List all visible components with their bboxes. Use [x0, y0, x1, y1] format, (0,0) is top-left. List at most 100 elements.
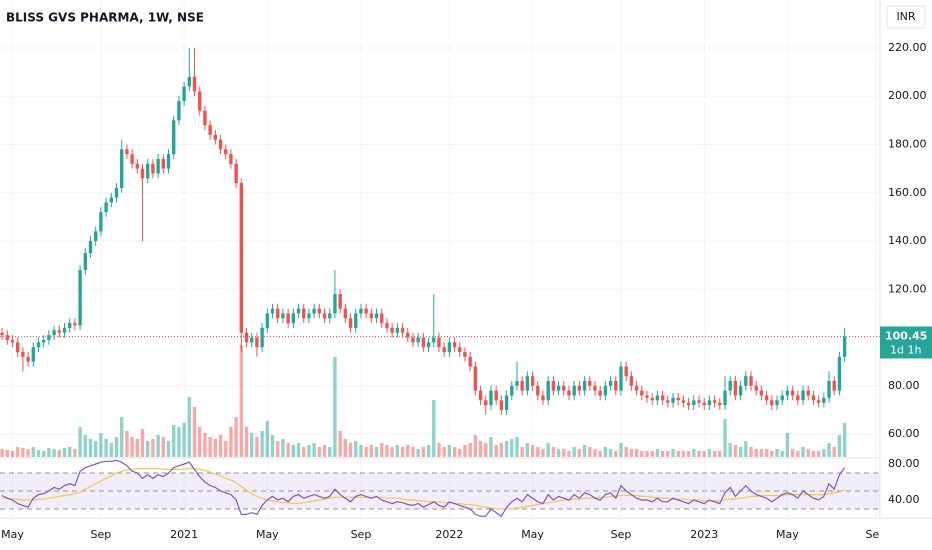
candle-body	[614, 380, 618, 391]
volume-bar	[785, 433, 790, 457]
volume-bar	[302, 447, 306, 457]
volume-bar	[0, 449, 4, 457]
candle-body	[338, 294, 342, 309]
volume-bar	[296, 443, 301, 457]
volume-bar	[759, 449, 764, 457]
volume-bar	[10, 451, 15, 457]
volume-bar	[281, 439, 285, 457]
volume-bar	[166, 441, 171, 457]
candle-body	[822, 397, 826, 403]
volume-bar	[78, 427, 82, 457]
candle-body	[634, 385, 639, 391]
volume-bar	[780, 451, 784, 457]
volume-bar	[614, 451, 618, 457]
volume-bar	[692, 449, 696, 457]
volume-bar	[239, 345, 244, 457]
volume-bar	[577, 449, 582, 457]
candle-body	[567, 390, 571, 396]
candle-body	[41, 339, 46, 343]
volume-bar	[265, 421, 270, 457]
volume-bar	[390, 447, 394, 457]
volume-bar	[541, 449, 545, 457]
volume-bar	[322, 445, 327, 457]
currency[interactable]: INR	[896, 10, 915, 23]
volume-bar	[733, 445, 738, 457]
candle-body	[270, 308, 275, 314]
candle-body	[452, 342, 457, 348]
candle-body	[593, 385, 597, 391]
candle-body	[837, 356, 842, 391]
volume-bar	[187, 397, 192, 457]
volume-bar	[484, 443, 488, 457]
volume-bar	[224, 441, 228, 457]
candle-body	[52, 330, 56, 336]
candle-body	[130, 154, 134, 164]
volume-bar	[712, 451, 717, 457]
volume-bar	[41, 451, 46, 457]
candle-body	[73, 323, 77, 326]
volume-bar	[182, 423, 186, 457]
candle-body	[348, 318, 353, 328]
volume-bar	[775, 449, 779, 457]
candle-body	[582, 380, 587, 391]
candle-body	[83, 253, 87, 270]
volume-bar	[208, 437, 212, 457]
volume-bar	[468, 443, 472, 457]
volume-bar	[146, 441, 150, 457]
volume-bar	[525, 443, 530, 457]
candle-body	[192, 76, 197, 92]
candle-body	[302, 308, 306, 319]
volume-bar	[770, 451, 774, 457]
candle-body	[811, 395, 816, 401]
volume-bar	[57, 450, 61, 457]
candle-body	[655, 395, 660, 401]
candle-body	[229, 154, 233, 164]
volume-bar	[744, 441, 748, 457]
candle-body	[484, 400, 488, 406]
volume-bar	[671, 449, 675, 457]
candle-body	[421, 337, 426, 348]
candle-body	[749, 376, 753, 386]
currency-box[interactable]	[886, 5, 926, 29]
candle-body	[660, 395, 665, 401]
candle-body	[218, 139, 223, 150]
volume-bar	[842, 423, 847, 457]
volume-bar	[640, 451, 644, 457]
volume-bar	[432, 400, 436, 457]
candle-body	[681, 400, 686, 403]
x-tick-label: May	[776, 528, 799, 541]
candle-body	[296, 308, 301, 314]
last-price-label: 100.45	[885, 329, 927, 342]
candle-body	[281, 313, 285, 319]
volume-bar	[447, 445, 452, 457]
volume-bar	[582, 445, 587, 457]
candle-body	[62, 327, 67, 333]
candle-body	[109, 197, 114, 203]
volume-bar	[177, 427, 181, 457]
volume-bar	[36, 450, 41, 457]
volume-bar	[536, 447, 540, 457]
candle-body	[437, 337, 441, 348]
volume-bar	[572, 447, 576, 457]
volume-bar	[114, 437, 119, 457]
volume-bar	[369, 445, 374, 457]
y-tick-label: 180.00	[888, 137, 927, 150]
volume-bar	[494, 445, 498, 457]
volume-bar	[551, 447, 556, 457]
candle-body	[125, 149, 129, 155]
candle-body	[88, 241, 93, 254]
volume-bar	[380, 443, 384, 457]
candle-body	[515, 380, 519, 386]
candle-body	[182, 86, 186, 102]
volume-bar	[645, 451, 649, 457]
volume-bar	[530, 445, 535, 457]
volume-bar	[130, 437, 134, 457]
candle-body	[447, 342, 452, 353]
candle-body	[796, 395, 800, 401]
volume-bar	[21, 448, 25, 457]
candle-body	[146, 163, 150, 179]
volume-bar	[624, 447, 628, 457]
candle-body	[250, 337, 254, 343]
candle-body	[504, 395, 509, 410]
candle-body	[234, 163, 238, 184]
